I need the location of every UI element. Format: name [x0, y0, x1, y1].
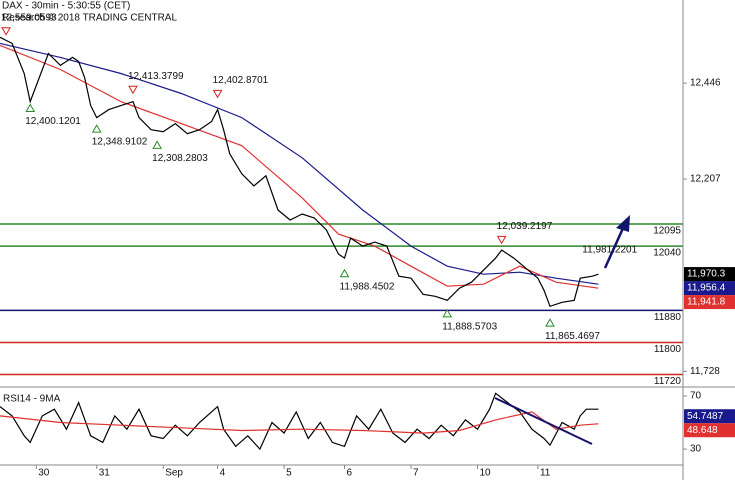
- series-line: [0, 44, 599, 289]
- low-label: 11,988.4502: [340, 281, 395, 292]
- low-marker: [545, 318, 555, 327]
- y-tick-label: 12,446: [690, 78, 721, 89]
- x-tick-label: 6: [347, 468, 353, 479]
- price-tag: [684, 281, 735, 296]
- low-marker: [25, 103, 36, 113]
- rsi-y-tick-label: 30: [690, 444, 702, 455]
- high-marker: [212, 89, 223, 99]
- x-tick-label: 5: [286, 468, 292, 479]
- y-tick-label: 11,728: [690, 366, 720, 377]
- price-tag-label: 54.7487: [687, 411, 724, 422]
- trend-arrow: [603, 225, 626, 269]
- low-label: 11,865.4697: [545, 331, 600, 342]
- series-line: [0, 411, 599, 434]
- chart-title: DAX - 30min - 5:30:55 (CET): [2, 1, 130, 12]
- high-marker: [1, 27, 11, 36]
- series-line: [0, 36, 599, 308]
- x-tick-label: 31: [99, 468, 111, 479]
- x-tick-label: 10: [479, 468, 491, 479]
- level-label: 11880: [654, 312, 682, 323]
- level-label: 11720: [654, 376, 682, 387]
- low-marker: [442, 308, 453, 318]
- chart-subtitle: Research © 2018 TRADING CENTRAL: [2, 13, 177, 24]
- low-label: 11,888.5703: [442, 322, 497, 333]
- price-tag: [684, 409, 735, 424]
- rsi-y-tick-label: 70: [690, 391, 702, 402]
- high-label: 12,559.0598: [1, 12, 57, 23]
- price-panel: 12095 12040 11880 11800 11720 12,559.0598 12,4…: [0, 12, 683, 387]
- note-label: 11,981.2201: [582, 244, 637, 255]
- low-label: 12,308.2803: [152, 153, 208, 164]
- x-tick-label: 11: [540, 468, 551, 479]
- level-label: 12095: [653, 226, 681, 237]
- price-tag-label: 11,941.8: [687, 297, 726, 308]
- x-tick-label: 7: [413, 468, 419, 479]
- high-marker: [496, 235, 507, 245]
- price-tag: [684, 295, 735, 310]
- low-label: 12,400.1201: [25, 116, 81, 127]
- x-tick-label: 4: [220, 468, 226, 479]
- price-tag-label: 11,970.3: [687, 269, 726, 280]
- rsi-title: RSI14 - 9MA: [3, 394, 61, 405]
- high-marker: [128, 85, 138, 95]
- high-label: 12,039.2197: [497, 221, 553, 232]
- low-marker: [152, 140, 163, 149]
- price-tag: [684, 267, 735, 282]
- low-marker: [91, 124, 102, 133]
- price-tag-label: 11,956.4: [687, 283, 726, 294]
- level-label: 11800: [654, 344, 682, 355]
- x-tick-label: Sep: [165, 468, 183, 479]
- high-label: 12,402.8701: [213, 75, 269, 86]
- arrow-head: [616, 215, 630, 232]
- high-label: 12,413.3799: [128, 71, 184, 82]
- y-tick-label: 12,207: [690, 174, 721, 185]
- level-label: 12040: [653, 248, 681, 259]
- series-line: [0, 42, 599, 285]
- price-tag: [684, 423, 735, 438]
- rsi-trendline: [494, 397, 593, 445]
- low-label: 12,348.9102: [92, 137, 148, 148]
- low-marker: [339, 268, 350, 278]
- x-tick-label: 30: [38, 468, 50, 479]
- price-tag-label: 48.648: [687, 425, 718, 436]
